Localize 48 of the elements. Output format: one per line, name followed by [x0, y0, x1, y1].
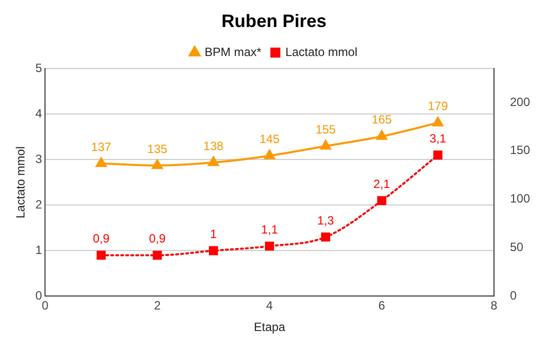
x-axis-title: Etapa — [254, 320, 286, 334]
y2-tick-label: 100 — [510, 192, 530, 206]
point — [377, 196, 386, 206]
data-label: 0,9 — [148, 232, 166, 246]
legend-label: BPM max* — [204, 44, 262, 59]
point — [96, 158, 107, 168]
data-label: 1 — [210, 226, 218, 241]
data-label: 3,1 — [430, 131, 447, 146]
point — [320, 140, 331, 150]
data-label: 179 — [428, 99, 448, 114]
x-tick-label: 8 — [490, 298, 498, 313]
y2-tick-label: 0 — [510, 288, 517, 303]
data-label: 155 — [316, 122, 336, 136]
y2-tick-label: 200 — [510, 94, 530, 109]
data-label: 2,1 — [373, 176, 390, 191]
point — [432, 116, 444, 126]
y-tick-label: 5 — [35, 60, 42, 75]
legend-label: Lactato mmol — [285, 44, 358, 59]
data-label: 0,9 — [92, 232, 110, 246]
point — [376, 130, 388, 140]
data-label: 1,1 — [261, 222, 278, 236]
point — [264, 150, 275, 160]
y-tick-label: 0 — [35, 288, 42, 303]
chart-title: Ruben Pires — [221, 10, 327, 31]
point — [152, 250, 162, 260]
point — [208, 246, 218, 256]
y2-tick-label: 50 — [510, 240, 524, 254]
y2-tick-label: 150 — [510, 143, 530, 158]
point — [433, 150, 442, 160]
y-axis-title: Lactato mmol — [14, 146, 28, 218]
data-label: 135 — [147, 142, 168, 156]
y-tick-label: 1 — [35, 242, 42, 257]
point — [321, 232, 330, 242]
y-tick-label: 4 — [35, 106, 42, 120]
data-label: 137 — [91, 140, 112, 154]
point — [264, 242, 274, 251]
point — [152, 159, 163, 169]
x-tick-label: 6 — [378, 298, 386, 313]
point — [96, 250, 106, 260]
data-label: 138 — [203, 138, 224, 153]
y-tick-label: 3 — [35, 152, 42, 166]
x-tick-label: 2 — [154, 298, 161, 313]
data-label: 145 — [260, 132, 280, 146]
y-tick-label: 2 — [35, 197, 42, 212]
data-label: 1,3 — [317, 213, 334, 228]
x-tick-label: 4 — [266, 298, 274, 313]
point — [208, 156, 219, 166]
data-label: 165 — [372, 112, 392, 127]
